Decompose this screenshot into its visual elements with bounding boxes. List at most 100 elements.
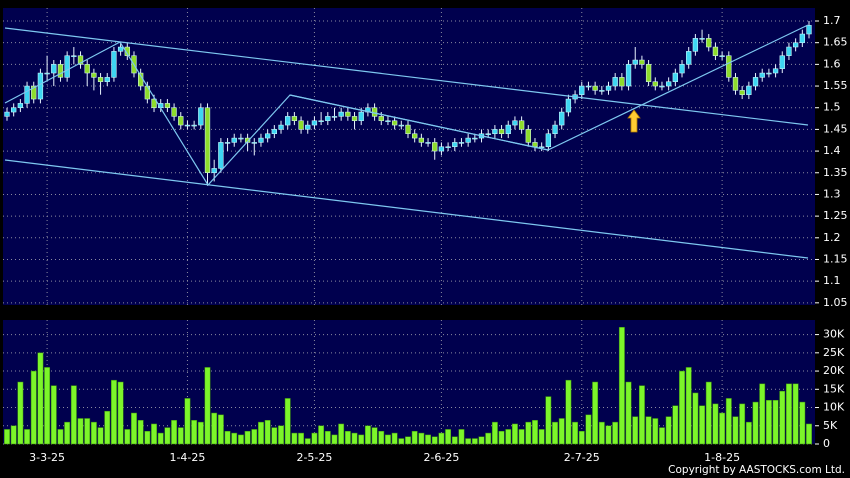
volume-bar	[318, 425, 325, 445]
candle-body	[659, 85, 665, 88]
candle-body	[218, 142, 224, 169]
candle-body	[706, 38, 712, 48]
candle-body	[77, 55, 84, 65]
candle-body	[739, 90, 745, 95]
volume-bar	[304, 438, 311, 445]
candle-body	[178, 116, 184, 126]
volume-bar	[578, 430, 585, 445]
volume-bar	[739, 403, 746, 445]
candle-body	[291, 116, 298, 121]
volume-y-tick-label: 20K	[823, 364, 845, 377]
volume-bar	[719, 412, 726, 445]
volume-bar	[625, 381, 632, 445]
volume-bar	[558, 418, 565, 445]
x-tick-label: 2-5-25	[296, 451, 332, 464]
candle-body	[405, 124, 411, 134]
candle-body	[772, 68, 779, 74]
y-tick-label: 1.65	[823, 36, 848, 49]
volume-bar	[44, 367, 51, 445]
volume-bar	[351, 432, 358, 445]
candle-body	[485, 133, 491, 135]
candle-body	[418, 137, 425, 143]
volume-bar	[24, 429, 30, 445]
candle-body	[111, 51, 117, 78]
volume-bar	[712, 403, 719, 445]
candle-body	[198, 107, 204, 126]
candle-body	[258, 137, 264, 143]
candle-body	[171, 107, 177, 117]
candle-body	[231, 137, 237, 143]
channel-lower	[4, 159, 809, 259]
candle-body	[592, 85, 598, 91]
volume-bar	[431, 436, 438, 445]
volume-bar	[465, 438, 472, 445]
candle-body	[278, 124, 284, 130]
trend-lines	[4, 24, 809, 259]
volume-bar	[237, 434, 244, 445]
candle-body	[285, 116, 291, 126]
volume-bar	[752, 401, 759, 445]
volume-bar	[665, 416, 672, 445]
volume-bar	[204, 367, 211, 445]
volume-bar	[324, 430, 331, 445]
candle-body	[692, 38, 699, 52]
candle-body	[24, 85, 30, 104]
volume-bar	[565, 379, 572, 445]
candle-body	[305, 124, 311, 130]
volume-bars	[4, 327, 812, 445]
volume-bar	[371, 427, 378, 445]
candle-body	[351, 116, 358, 121]
y-tick-label: 1.1	[823, 274, 841, 287]
volume-bar	[411, 430, 418, 445]
candle-body	[492, 129, 498, 134]
volume-y-tick-label: 15K	[823, 382, 845, 395]
candle-body	[672, 72, 678, 82]
candle-body	[425, 142, 431, 144]
candle-body	[472, 137, 478, 140]
candle-body	[57, 64, 64, 78]
volume-bar	[338, 423, 345, 445]
signal-arrow	[627, 109, 641, 133]
candle-body	[525, 129, 531, 143]
axes: 1.05 1.1 1.15 1.2 1.25 1.3 1.35 1.4 1.45 1.5 1.55 1…	[29, 14, 847, 464]
volume-bar	[632, 416, 639, 445]
candle-body	[579, 85, 585, 95]
candle-body	[458, 142, 465, 144]
volume-bar	[124, 429, 131, 445]
candle-body	[64, 55, 70, 78]
volume-y-tick-label: 10K	[823, 401, 845, 414]
volume-bar	[224, 430, 231, 445]
volume-bar	[478, 436, 485, 445]
candle-body	[144, 85, 151, 100]
candle-body	[11, 107, 17, 113]
volume-bar	[77, 418, 84, 445]
candle-body	[605, 85, 612, 91]
volume-bar	[652, 418, 659, 445]
candle-body	[498, 129, 505, 134]
candle-body	[4, 111, 10, 117]
candle-body	[91, 72, 97, 78]
volume-bar	[217, 414, 224, 445]
candle-body	[545, 133, 552, 147]
candle-body	[51, 64, 57, 74]
price-panel	[3, 8, 815, 305]
volume-bar	[725, 398, 732, 445]
zigzag	[4, 24, 809, 186]
volume-bar	[244, 430, 251, 445]
volume-bar	[618, 327, 625, 445]
y-tick-label: 1.6	[823, 57, 841, 70]
volume-bar	[491, 421, 498, 445]
volume-bar	[37, 352, 44, 445]
volume-bar	[772, 399, 779, 445]
volume-bar	[438, 432, 445, 445]
candle-body	[759, 72, 765, 78]
volume-bar	[705, 381, 712, 445]
candle-body	[565, 98, 572, 113]
x-tick-label: 2-7-25	[564, 451, 600, 464]
candle-body	[391, 120, 398, 126]
candle-body	[752, 77, 759, 87]
candle-body	[645, 64, 652, 82]
candle-body	[124, 46, 130, 56]
candle-body	[806, 25, 812, 35]
